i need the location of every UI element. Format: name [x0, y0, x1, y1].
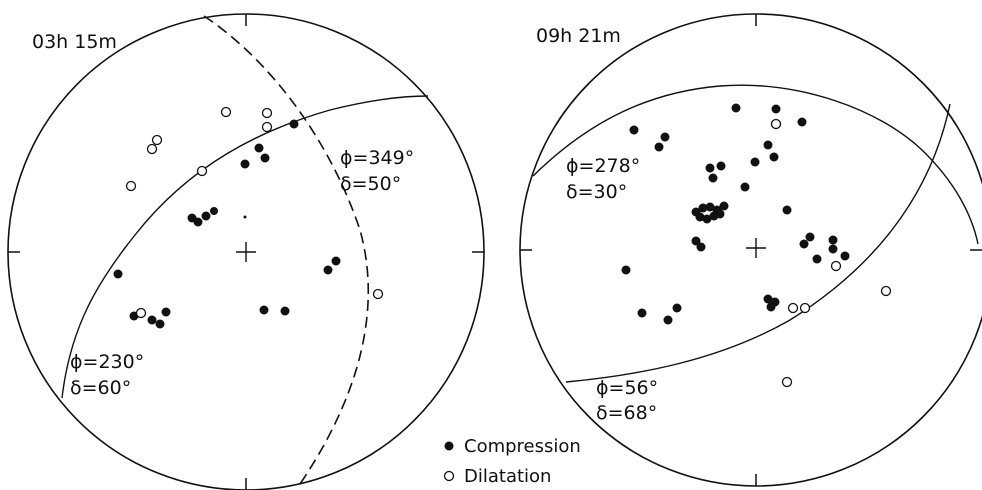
left-compressions [113, 119, 341, 329]
dilatation-point [880, 285, 892, 297]
compression-point [731, 103, 741, 113]
compression-point [201, 211, 211, 221]
right-plane-1-delta: δ=30° [566, 181, 627, 203]
compression-point [629, 125, 639, 135]
dilatation-point [372, 288, 384, 300]
compression-point [771, 104, 781, 114]
dilatation-legend-marker [443, 470, 455, 482]
compression-point [663, 315, 673, 325]
compression-point [254, 143, 264, 153]
compression-point [259, 305, 269, 315]
compression-point [763, 140, 773, 150]
compression-point [147, 315, 157, 325]
compression-point [113, 269, 123, 279]
compression-point [716, 161, 726, 171]
right-plane-1-phi: ϕ=278° [566, 155, 640, 177]
right-plane-2-delta: δ=68° [596, 402, 657, 424]
dilatation-point [781, 376, 793, 388]
compression-point [243, 215, 247, 219]
legend: Compression Dilatation [443, 436, 581, 487]
compression-point [766, 302, 776, 312]
compression-point [696, 242, 706, 252]
compression-point [260, 153, 270, 163]
compression-point [705, 202, 715, 212]
compression-point [705, 163, 715, 173]
compression-point [210, 207, 218, 215]
compression-point [331, 256, 341, 266]
compression-point [240, 159, 250, 169]
compression-point [840, 251, 850, 261]
dilatation-point [261, 107, 273, 119]
right-center-cross [746, 238, 766, 258]
compression-point [702, 214, 712, 224]
compression-point [280, 306, 290, 316]
compression-point [812, 254, 822, 264]
right-plane-2-phi: ϕ=56° [596, 377, 658, 399]
compression-point [193, 217, 203, 227]
compression-point [828, 235, 838, 245]
left-plane-2-phi: ϕ=230° [70, 351, 144, 373]
compression-point [660, 132, 670, 142]
right-nodal-plane-1 [532, 84, 979, 245]
dilatation-point [770, 118, 782, 130]
compression-point [708, 173, 718, 183]
compression-point [155, 319, 165, 329]
compression-point [719, 201, 729, 211]
compression-point [672, 303, 682, 313]
dilatation-legend-label: Dilatation [464, 466, 551, 487]
compression-point [740, 182, 750, 192]
dilatation-point [830, 260, 842, 272]
compression-point [691, 236, 701, 246]
left-time-label: 03h 15m [32, 31, 117, 53]
compression-point [769, 152, 779, 162]
left-nodal-plane-dashed [203, 15, 370, 485]
dilatation-point [125, 180, 137, 192]
right-stereonet: 09h 21m ϕ=278° δ=30° ϕ=56° δ=68° [519, 13, 982, 487]
left-plane-2-delta: δ=60° [70, 377, 131, 399]
compression-point [695, 212, 705, 222]
compression-point [750, 157, 760, 167]
dilatation-point [799, 302, 811, 314]
compression-point [161, 307, 171, 317]
dilatation-point [151, 134, 163, 146]
compression-point [828, 244, 838, 254]
compression-point [323, 265, 333, 275]
compression-point [654, 142, 664, 152]
right-time-label: 09h 21m [536, 25, 621, 47]
dilatation-point [220, 106, 232, 118]
compression-point [715, 209, 725, 219]
left-stereonet: 03h 15m ϕ=349° δ=50° ϕ=230° δ=60° [7, 13, 485, 490]
compression-legend-label: Compression [464, 436, 581, 457]
right-nodal-plane-2 [565, 103, 951, 383]
compression-point [698, 203, 708, 213]
left-center-cross [236, 242, 256, 262]
right-compressions [621, 103, 850, 325]
compression-point [289, 119, 299, 129]
left-plane-1-delta: δ=50° [340, 173, 401, 195]
dilatation-point [787, 302, 799, 314]
left-dilatations [125, 106, 384, 319]
dilatation-point [146, 143, 158, 155]
dilatation-point [261, 121, 273, 133]
right-dilatations [770, 118, 892, 388]
compression-point [799, 239, 809, 249]
compression-point [637, 308, 647, 318]
left-plane-1-phi: ϕ=349° [340, 147, 414, 169]
compression-point [797, 117, 807, 127]
compression-point [621, 265, 631, 275]
compression-legend-marker [444, 441, 454, 451]
compression-point [805, 232, 815, 242]
compression-point [782, 205, 792, 215]
dilatation-point [135, 307, 147, 319]
compression-point [763, 294, 773, 304]
dilatation-point [196, 165, 208, 177]
